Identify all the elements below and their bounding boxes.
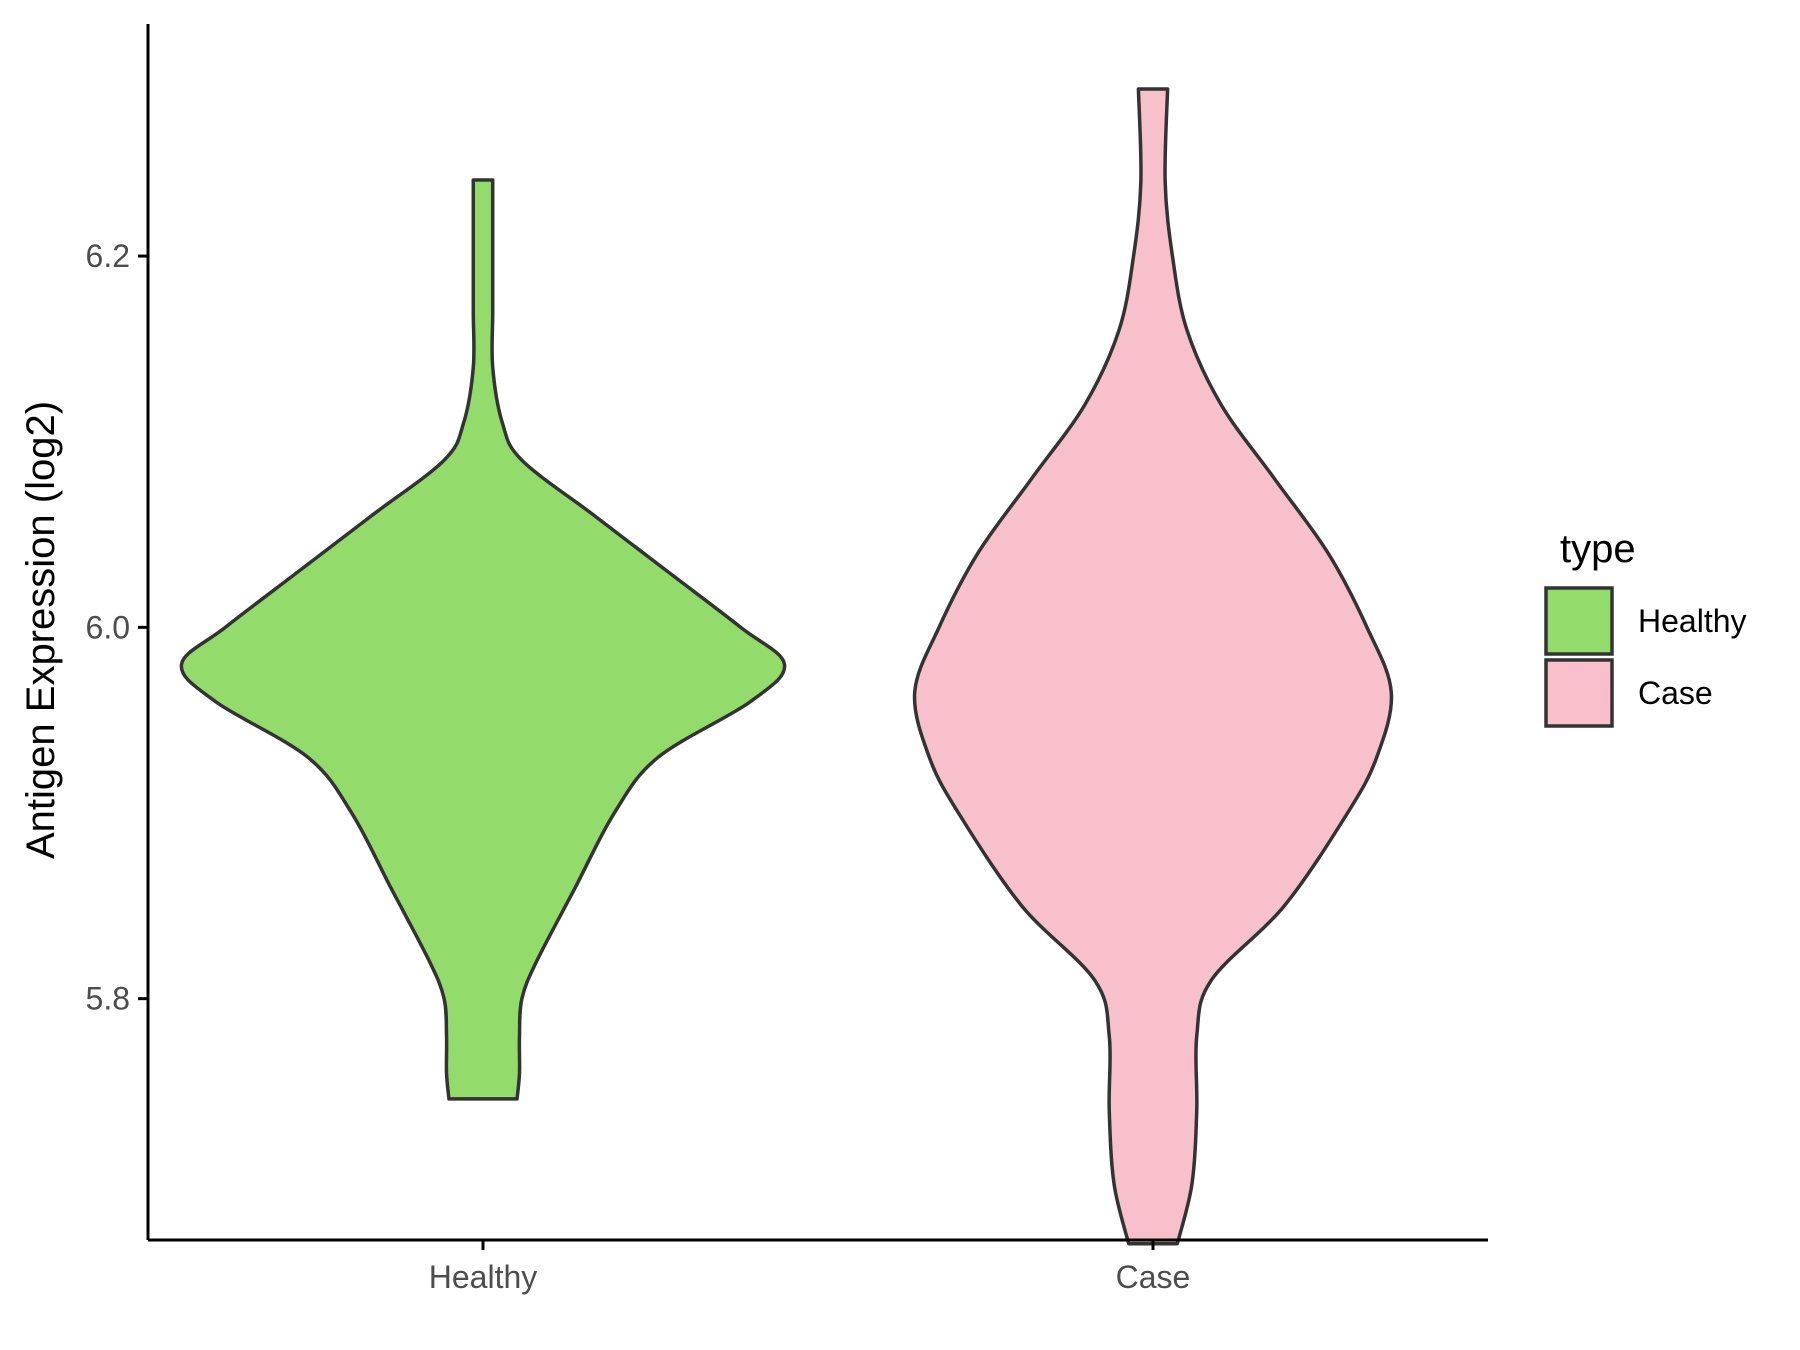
y-axis-title: Antigen Expression (log2) — [19, 401, 63, 859]
x-axis-ticks: Healthy Case — [429, 1240, 1191, 1295]
y-axis-ticks: 5.8 6.0 6.2 — [86, 238, 148, 1017]
legend-swatch — [1544, 586, 1614, 656]
legend-entries: Healthy Case — [1544, 586, 1747, 728]
y-tick-label: 5.8 — [86, 981, 130, 1017]
legend-swatch — [1544, 658, 1614, 728]
legend-label: Healthy — [1638, 603, 1747, 639]
y-tick-label: 6.0 — [86, 609, 130, 645]
violin-healthy — [179, 178, 787, 1101]
legend-label: Case — [1638, 675, 1713, 711]
legend: type Healthy Case — [1544, 527, 1747, 728]
x-tick-label: Case — [1116, 1259, 1191, 1295]
y-tick-label: 6.2 — [86, 238, 130, 274]
x-tick-label: Healthy — [429, 1259, 538, 1295]
plot-area — [179, 87, 1394, 1246]
legend-title: type — [1560, 527, 1636, 571]
violin-case — [912, 87, 1394, 1246]
